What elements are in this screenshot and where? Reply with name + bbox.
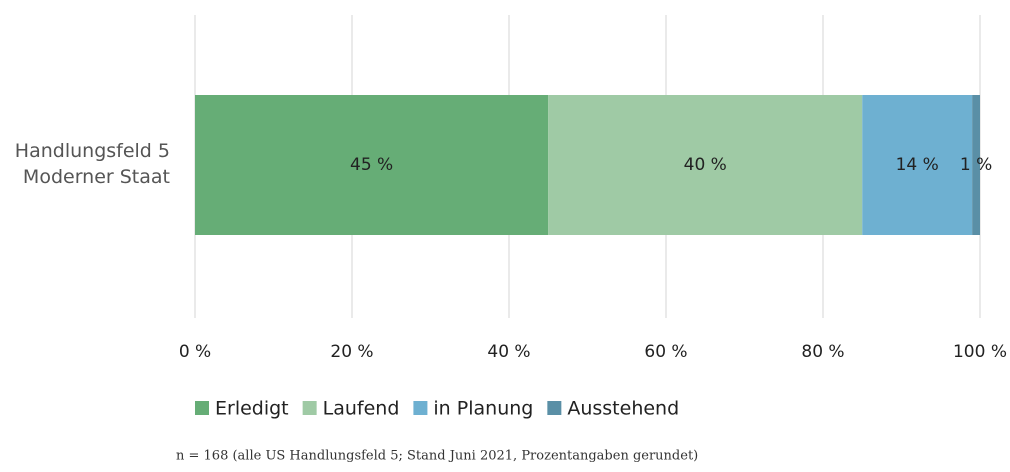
note: n = 168 (alle US Handlungsfeld 5; Stand … [176,449,698,464]
bar-segment [862,95,973,235]
data-label: 14 % [896,155,939,175]
legend-label: Erledigt [215,398,289,420]
legend-swatch [302,401,317,415]
legend-swatch [413,401,428,415]
x-tick-label: 60 % [644,342,687,362]
bar-segment [972,95,980,235]
data-label: 45 % [350,155,393,175]
legend-swatch [547,401,562,415]
data-label: 1 % [960,155,992,175]
legend-label: in Planung [433,398,533,420]
x-tick-label: 100 % [953,342,1007,362]
bar-segment [548,95,863,235]
legend-swatch [195,401,209,415]
x-tick-label: 40 % [487,342,530,362]
legend-label: Ausstehend [567,398,679,420]
category-label: Handlungsfeld 5 Moderner Staat [14,140,170,188]
x-tick-label: 80 % [801,342,844,362]
x-tick-label: 20 % [330,342,373,362]
data-label: 40 % [684,155,727,175]
legend-label: Laufend [323,398,400,420]
bar-segment [195,95,549,235]
x-tick-label: 0 % [179,342,211,362]
